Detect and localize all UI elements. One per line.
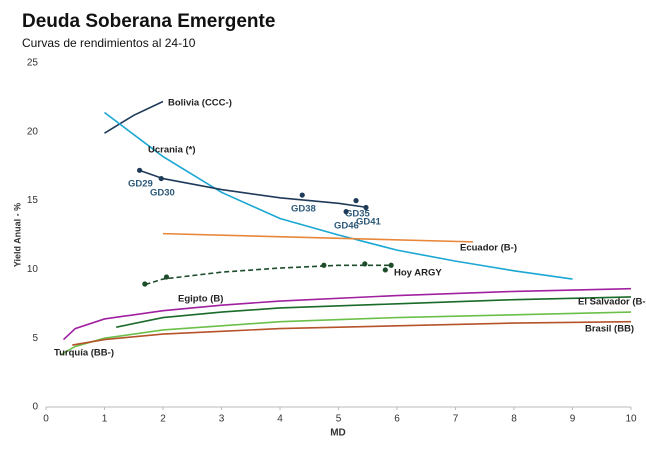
chart-title: Deuda Soberana Emergente: [22, 11, 275, 32]
point: [321, 262, 327, 268]
x-tick-label: 0: [43, 414, 49, 425]
y-tick-label: 10: [27, 264, 39, 275]
series-label: Bolivia (CCC-): [168, 98, 232, 109]
series-line: [60, 311, 632, 356]
point: [382, 267, 388, 273]
point-label: GD38: [291, 204, 316, 215]
y-axis-label: Yield Anual - %: [12, 203, 22, 267]
x-axis-label: MD: [330, 428, 346, 439]
y-tick-label: 20: [27, 126, 39, 137]
series-label: Ecuador (B-): [460, 243, 517, 254]
x-tick-label: 8: [511, 414, 517, 425]
point-label: GD35: [345, 209, 371, 220]
point: [362, 261, 368, 267]
point: [299, 192, 305, 198]
series-label: Turquía (BB-): [54, 348, 114, 359]
point-label: GD41: [356, 217, 382, 228]
series-line: [72, 320, 632, 346]
x-tick-label: 5: [336, 414, 342, 425]
y-tick-label: 15: [27, 195, 39, 206]
x-tick-label: 10: [625, 414, 637, 425]
point-label: GD29: [128, 179, 153, 190]
series-label: Egipto (B): [178, 294, 223, 305]
point: [363, 204, 369, 211]
y-tick-label: 25: [27, 58, 39, 69]
series-line: [104, 100, 164, 134]
y-tick-label: 0: [32, 402, 38, 413]
series-label: Ucrania (*): [148, 145, 196, 156]
point: [388, 262, 394, 268]
y-tick-label: 5: [32, 333, 38, 344]
x-tick-label: 2: [160, 414, 166, 425]
series-label: Hoy ARGY: [394, 268, 442, 279]
point-label: GD46: [334, 221, 359, 232]
x-tick-label: 4: [277, 414, 283, 425]
x-tick-label: 1: [102, 414, 108, 425]
series-line: [162, 232, 474, 243]
series-label: El Salvador (B-): [578, 297, 646, 308]
series-label: Brasil (BB): [585, 324, 634, 335]
series-line: [145, 264, 392, 286]
x-tick-label: 3: [219, 414, 225, 425]
series-line: [63, 287, 632, 341]
series-line: [104, 111, 573, 280]
x-tick-label: 9: [570, 414, 576, 425]
x-tick-label: 6: [394, 414, 400, 425]
point: [353, 198, 359, 204]
point: [142, 281, 148, 287]
point: [137, 167, 143, 173]
point: [158, 175, 164, 182]
chart-subtitle: Curvas de rendimientos al 24-10: [22, 36, 196, 50]
x-tick-label: 7: [453, 414, 459, 425]
point: [343, 209, 349, 215]
point: [163, 274, 170, 280]
point-label: GD30: [150, 188, 175, 199]
series-line: [116, 296, 632, 328]
